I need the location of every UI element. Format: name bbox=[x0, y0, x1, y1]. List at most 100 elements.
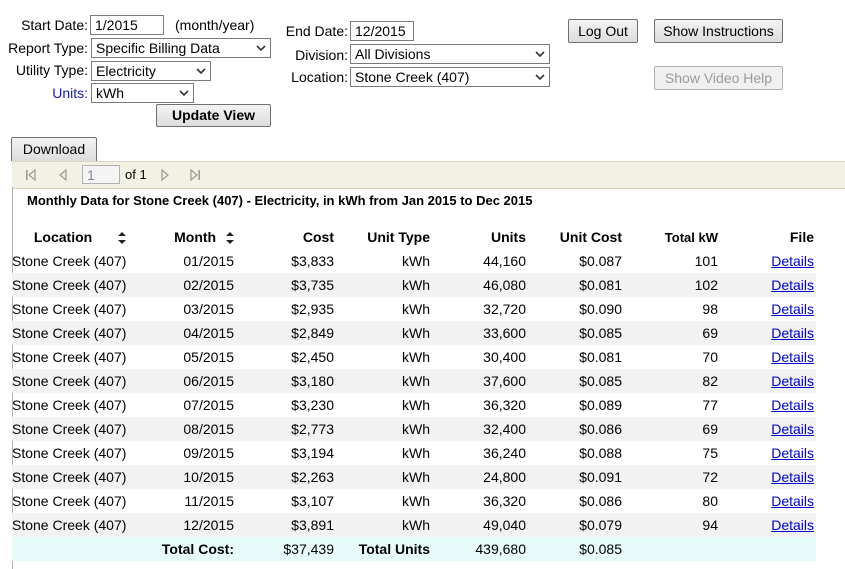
location-select[interactable]: Stone Creek (407) bbox=[350, 67, 550, 87]
details-link[interactable]: Details bbox=[771, 445, 814, 461]
column-header-unit-type: Unit Type bbox=[367, 229, 430, 245]
cell-unit-type: kWh bbox=[334, 369, 430, 393]
cell-total-kw: 80 bbox=[702, 493, 718, 509]
chevron-down-icon bbox=[535, 51, 545, 58]
details-link[interactable]: Details bbox=[771, 397, 814, 413]
file-cell: Details bbox=[718, 513, 816, 537]
table-row: Stone Creek (407) 08/2015 $2,773 kWh 32,400 $… bbox=[12, 417, 816, 441]
cell-units: 49,040 bbox=[430, 513, 526, 537]
file-cell: Details bbox=[718, 273, 816, 297]
utility-type-value: Electricity bbox=[96, 63, 156, 79]
billing-table: Location Month Cost Unit Type Units Unit… bbox=[12, 225, 816, 561]
division-select[interactable]: All Divisions bbox=[350, 44, 550, 64]
details-link[interactable]: Details bbox=[771, 349, 814, 365]
cell-units: 46,080 bbox=[430, 273, 526, 297]
details-link[interactable]: Details bbox=[771, 277, 814, 293]
table-row: Stone Creek (407) 10/2015 $2,263 kWh 24,800 $… bbox=[12, 465, 816, 489]
cell-month: 10/2015 bbox=[148, 465, 238, 489]
log-out-button[interactable]: Log Out bbox=[568, 19, 638, 43]
report-toolbar: 1 of 1 bbox=[12, 161, 845, 189]
show-instructions-button[interactable]: Show Instructions bbox=[654, 19, 783, 43]
cell-month: 12/2015 bbox=[148, 513, 238, 537]
cell-cost: $2,773 bbox=[238, 417, 334, 441]
units-select[interactable]: kWh bbox=[91, 83, 194, 103]
cell-unit-type: kWh bbox=[402, 445, 430, 461]
cell-unit-type: kWh bbox=[334, 465, 430, 489]
cell-month: 04/2015 bbox=[148, 321, 238, 345]
total-cost-value: $37,439 bbox=[238, 537, 334, 561]
cell-location: Stone Creek (407) bbox=[12, 349, 127, 365]
cell-unit-cost: $0.079 bbox=[526, 513, 622, 537]
chevron-down-icon bbox=[256, 45, 266, 52]
column-header-label: Location bbox=[33, 229, 93, 245]
cell-unit-cost: $0.091 bbox=[526, 465, 622, 489]
page-number-input[interactable]: 1 bbox=[82, 165, 120, 184]
cell-total-kw: 102 bbox=[622, 273, 718, 297]
cell-total-kw: 72 bbox=[622, 465, 718, 489]
show-video-help-button[interactable]: Show Video Help bbox=[654, 66, 783, 90]
utility-type-label: Utility Type: bbox=[15, 62, 88, 78]
total-units-value: 439,680 bbox=[430, 537, 526, 561]
start-date-input[interactable]: 1/2015 bbox=[90, 15, 164, 35]
details-link[interactable]: Details bbox=[771, 469, 814, 485]
cell-unit-cost: $0.090 bbox=[579, 301, 622, 317]
cell-unit-type: kWh bbox=[334, 321, 430, 345]
cell-month: 07/2015 bbox=[183, 397, 234, 413]
cell-location: Stone Creek (407) bbox=[12, 369, 148, 393]
cell-unit-type: kWh bbox=[334, 273, 430, 297]
report-type-select[interactable]: Specific Billing Data bbox=[91, 38, 271, 58]
file-cell: Details bbox=[718, 297, 816, 321]
chevron-down-icon bbox=[535, 74, 545, 81]
units-label: Units: bbox=[52, 85, 88, 101]
cell-cost: $3,735 bbox=[238, 273, 334, 297]
cell-unit-cost: $0.088 bbox=[579, 445, 622, 461]
details-link[interactable]: Details bbox=[771, 517, 814, 533]
column-header-location[interactable]: Location bbox=[12, 225, 148, 249]
file-cell: Details bbox=[718, 441, 816, 465]
sort-icon[interactable] bbox=[118, 232, 127, 245]
cell-total-kw: 101 bbox=[694, 253, 718, 269]
start-date-hint: (month/year) bbox=[175, 17, 255, 33]
details-link[interactable]: Details bbox=[771, 373, 814, 389]
report-type-label: Report Type: bbox=[8, 40, 88, 56]
cell-month: 01/2015 bbox=[183, 253, 234, 269]
cell-units: 36,240 bbox=[483, 445, 526, 461]
table-row: Stone Creek (407) 06/2015 $3,180 kWh 37,600 $… bbox=[12, 369, 816, 393]
file-cell: Details bbox=[718, 249, 816, 273]
table-row: Stone Creek (407) 05/2015 $2,450 kWh 30,400 $… bbox=[12, 345, 816, 369]
page-count-label: of 1 bbox=[125, 167, 147, 182]
cell-unit-type: kWh bbox=[402, 397, 430, 413]
cell-unit-cost: $0.081 bbox=[526, 273, 622, 297]
table-row: Stone Creek (407) 09/2015 $3,194 kWh 36,240 $… bbox=[12, 441, 816, 465]
end-date-label: End Date: bbox=[285, 23, 348, 39]
next-page-icon[interactable] bbox=[160, 169, 170, 181]
cell-location: Stone Creek (407) bbox=[12, 253, 127, 269]
last-page-icon[interactable] bbox=[189, 169, 201, 181]
table-row: Stone Creek (407) 04/2015 $2,849 kWh 33,600 $… bbox=[12, 321, 816, 345]
cell-units: 36,320 bbox=[483, 397, 526, 413]
prev-page-icon[interactable] bbox=[58, 169, 68, 181]
utility-type-select[interactable]: Electricity bbox=[91, 61, 211, 81]
division-label: Division: bbox=[295, 47, 348, 63]
cell-units: 24,800 bbox=[430, 465, 526, 489]
details-link[interactable]: Details bbox=[771, 253, 814, 269]
sort-icon[interactable] bbox=[226, 232, 234, 245]
first-page-icon[interactable] bbox=[25, 169, 37, 181]
cell-cost: $2,935 bbox=[291, 301, 334, 317]
column-header-month[interactable]: Month bbox=[148, 225, 238, 249]
details-link[interactable]: Details bbox=[771, 301, 814, 317]
cell-unit-cost: $0.087 bbox=[579, 253, 622, 269]
update-view-button[interactable]: Update View bbox=[156, 104, 271, 127]
end-date-input[interactable]: 12/2015 bbox=[350, 21, 414, 41]
details-link[interactable]: Details bbox=[771, 325, 814, 341]
details-link[interactable]: Details bbox=[771, 493, 814, 509]
cell-units: 44,160 bbox=[483, 253, 526, 269]
cell-cost: $3,230 bbox=[291, 397, 334, 413]
cell-unit-type: kWh bbox=[334, 417, 430, 441]
cell-units: 30,400 bbox=[483, 349, 526, 365]
details-link[interactable]: Details bbox=[771, 421, 814, 437]
cell-location: Stone Creek (407) bbox=[12, 493, 127, 509]
cell-unit-cost: $0.085 bbox=[526, 369, 622, 393]
cell-month: 02/2015 bbox=[148, 273, 238, 297]
download-button[interactable]: Download bbox=[11, 137, 97, 161]
